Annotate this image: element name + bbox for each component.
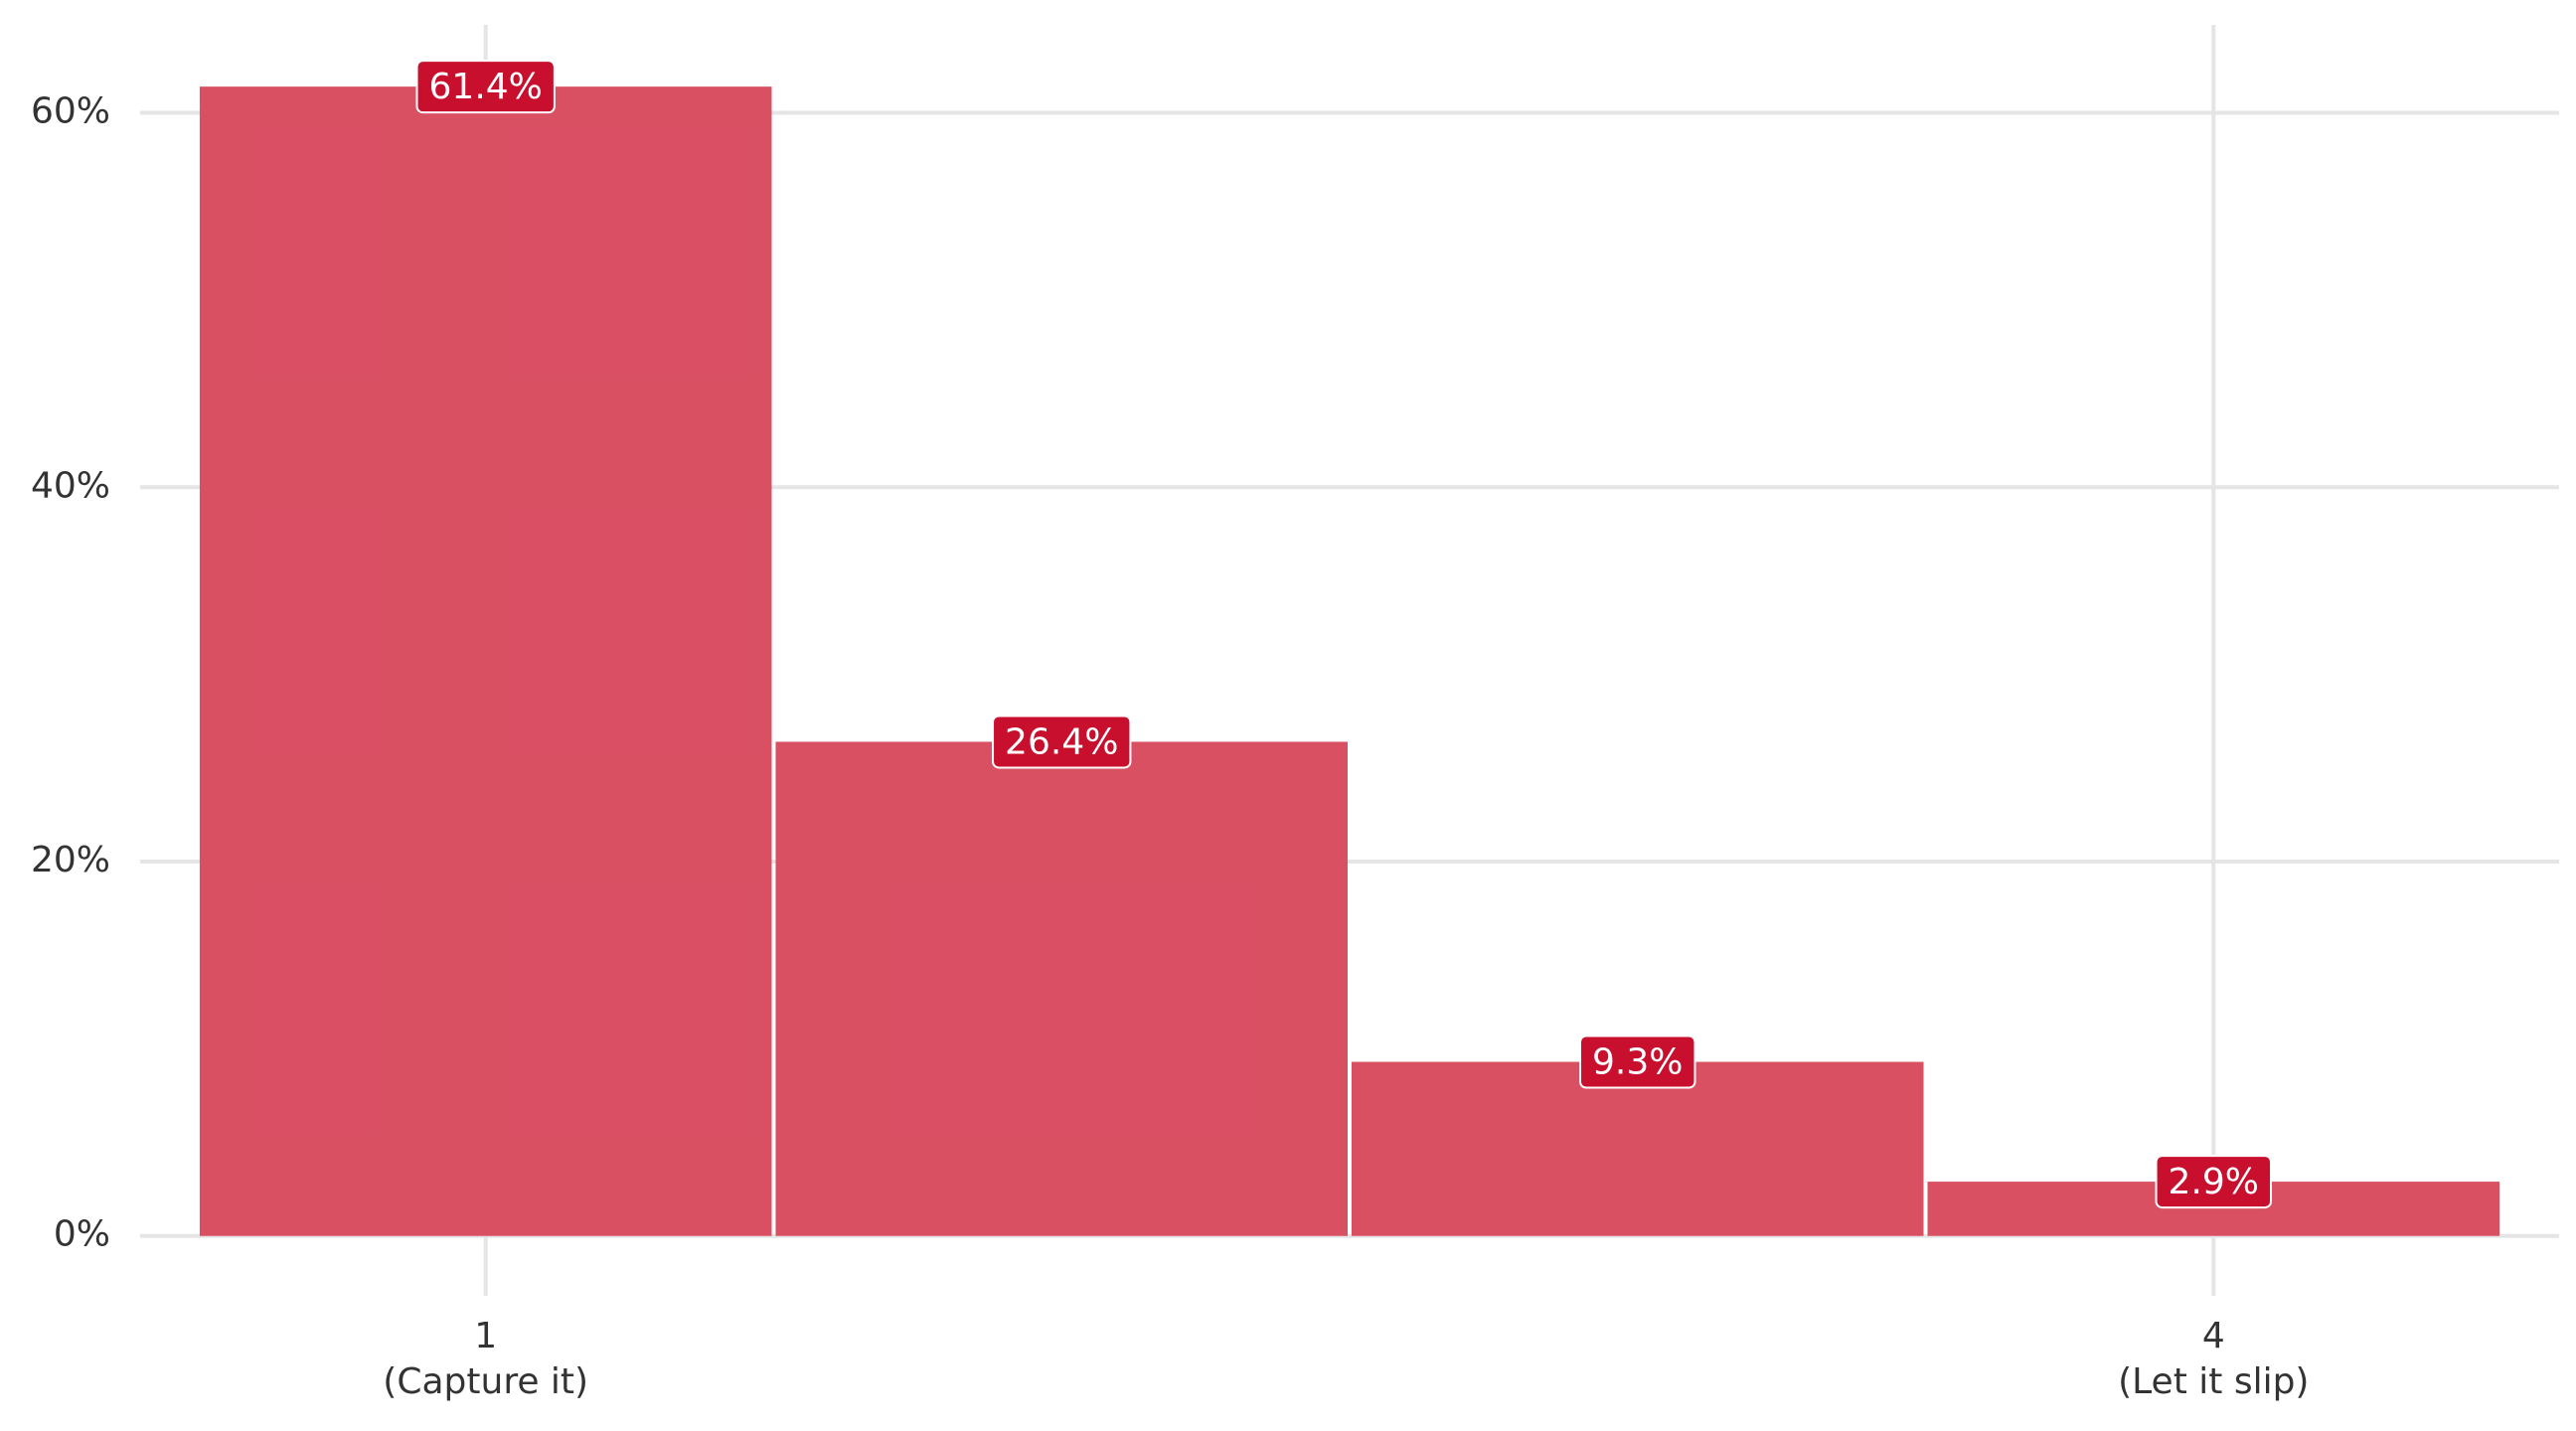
bar (1352, 1061, 1924, 1236)
value-label: 9.3% (1579, 1034, 1696, 1089)
value-label-box (415, 60, 556, 114)
y-tick-label: 20% (31, 840, 110, 880)
value-label-box (1579, 1034, 1696, 1089)
value-label-text: 26.4% (1005, 721, 1118, 762)
value-label-text: 2.9% (2169, 1162, 2259, 1202)
y-tick-label: 40% (31, 465, 110, 506)
value-label-box (2155, 1155, 2273, 1209)
y-tick-label: 0% (54, 1214, 110, 1255)
bar (199, 86, 772, 1236)
value-label: 26.4% (992, 715, 1132, 769)
value-label: 2.9% (2155, 1155, 2273, 1209)
y-tick-label: 60% (31, 91, 110, 132)
value-label-text: 61.4% (429, 67, 543, 107)
bar (775, 741, 1348, 1236)
x-tick-label: 4 (Let it slip) (2118, 1316, 2310, 1402)
x-tick-label: 1 (Capture it) (383, 1316, 589, 1402)
value-label-text: 9.3% (1592, 1042, 1683, 1083)
value-label-box (992, 715, 1132, 769)
value-label: 61.4% (415, 60, 556, 114)
